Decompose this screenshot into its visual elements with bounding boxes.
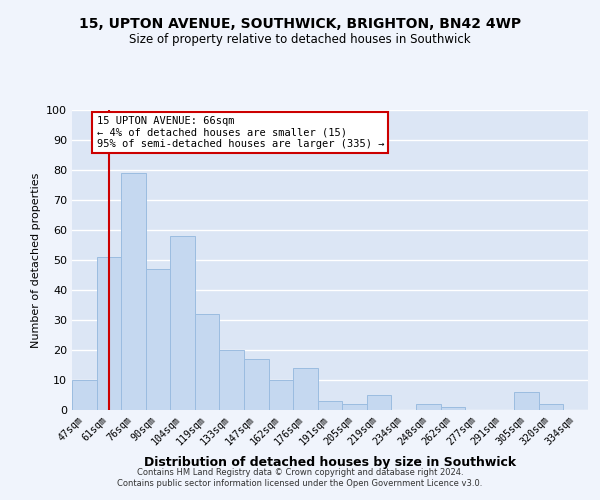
Bar xyxy=(416,404,440,410)
Text: 15 UPTON AVENUE: 66sqm
← 4% of detached houses are smaller (15)
95% of semi-deta: 15 UPTON AVENUE: 66sqm ← 4% of detached … xyxy=(97,116,384,149)
Text: 15, UPTON AVENUE, SOUTHWICK, BRIGHTON, BN42 4WP: 15, UPTON AVENUE, SOUTHWICK, BRIGHTON, B… xyxy=(79,18,521,32)
Bar xyxy=(514,392,539,410)
Bar xyxy=(146,269,170,410)
Bar xyxy=(318,401,342,410)
Y-axis label: Number of detached properties: Number of detached properties xyxy=(31,172,41,348)
Text: Contains HM Land Registry data © Crown copyright and database right 2024.
Contai: Contains HM Land Registry data © Crown c… xyxy=(118,468,482,487)
Bar xyxy=(367,395,391,410)
X-axis label: Distribution of detached houses by size in Southwick: Distribution of detached houses by size … xyxy=(144,456,516,468)
Bar xyxy=(293,368,318,410)
Bar xyxy=(72,380,97,410)
Bar xyxy=(121,173,146,410)
Bar xyxy=(342,404,367,410)
Bar xyxy=(97,257,121,410)
Bar xyxy=(220,350,244,410)
Bar xyxy=(539,404,563,410)
Bar xyxy=(170,236,195,410)
Bar xyxy=(244,359,269,410)
Bar xyxy=(440,407,465,410)
Bar xyxy=(269,380,293,410)
Text: Size of property relative to detached houses in Southwick: Size of property relative to detached ho… xyxy=(129,32,471,46)
Bar xyxy=(195,314,220,410)
